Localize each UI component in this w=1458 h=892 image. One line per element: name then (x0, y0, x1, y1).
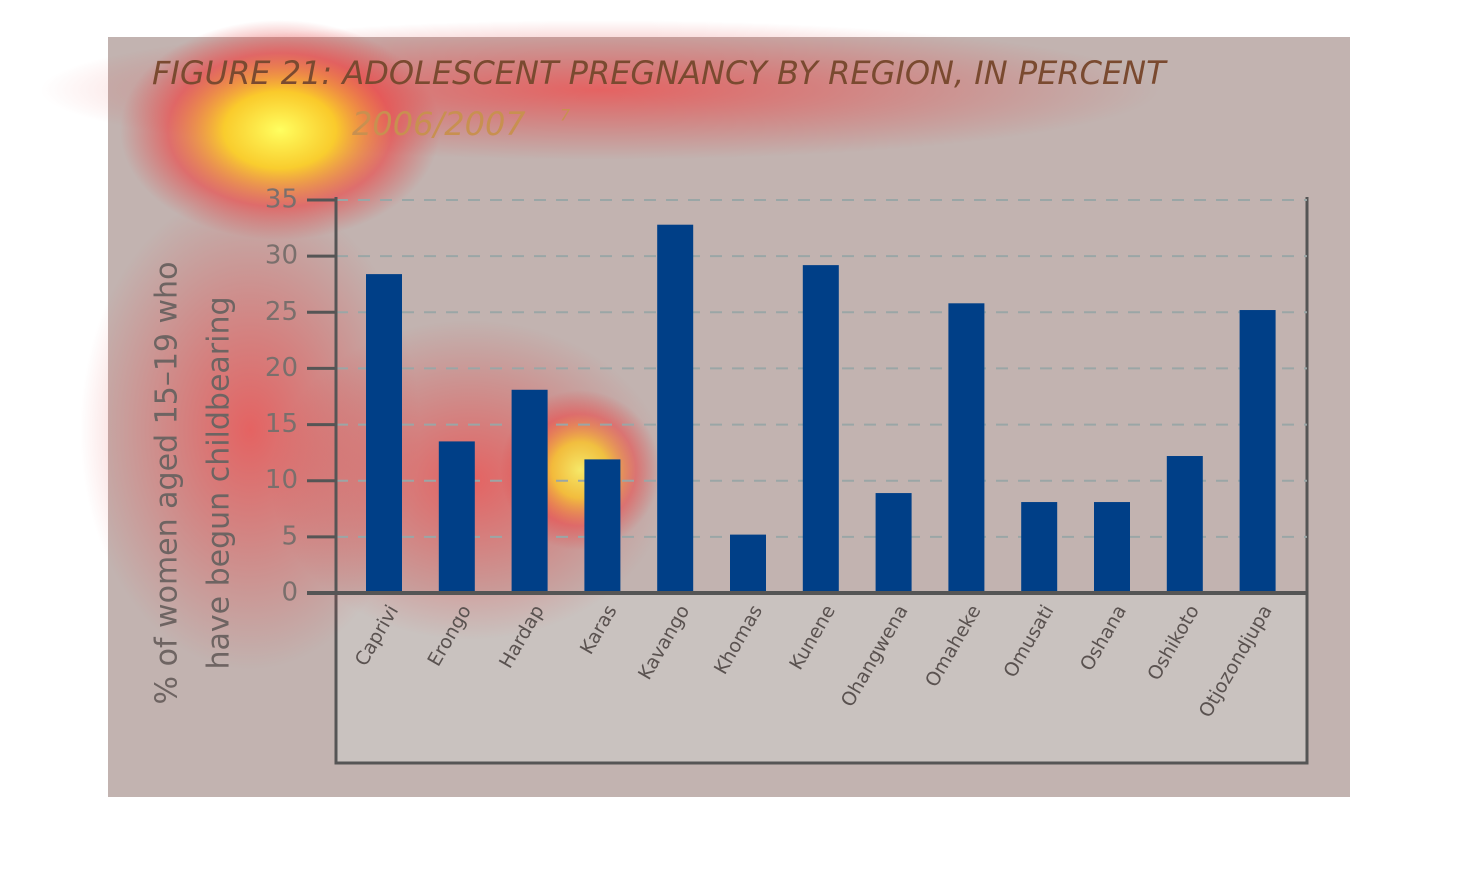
heat (120, 20, 440, 240)
y-tick-label: 0 (281, 578, 298, 608)
chart-title: FIGURE 21: ADOLESCENT PREGNANCY BY REGIO… (152, 54, 1168, 92)
bar (657, 224, 694, 593)
bar (1239, 310, 1276, 593)
bar (948, 303, 985, 593)
y-tick-label: 15 (265, 409, 298, 439)
y-tick-label: 10 (265, 465, 298, 495)
y-axis-label: have begun childbearing (202, 296, 237, 669)
bar (584, 459, 621, 593)
bar (1094, 502, 1130, 593)
y-tick-label: 35 (265, 185, 298, 215)
bar (730, 534, 766, 593)
bar (875, 493, 912, 593)
y-tick-label: 5 (281, 521, 298, 551)
bar (438, 441, 475, 593)
y-tick-label: 20 (265, 353, 298, 383)
bar (366, 274, 402, 593)
bar (1166, 456, 1203, 593)
y-axis-label: % of women aged 15–19 who (150, 262, 185, 705)
y-tick-label: 25 (265, 297, 298, 327)
bar (1021, 502, 1058, 593)
bar (511, 389, 548, 593)
bar (802, 265, 839, 593)
y-tick-label: 30 (265, 241, 298, 271)
footnote: 7 (560, 106, 571, 125)
chart-subtitle: 2006/2007 (352, 105, 526, 143)
